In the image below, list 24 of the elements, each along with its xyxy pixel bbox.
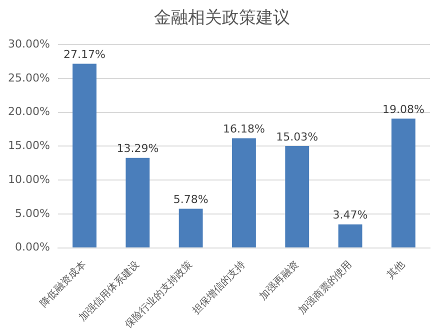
y-tick-label: 10.00% — [8, 172, 50, 186]
data-label: 19.08% — [382, 102, 424, 116]
y-tick-label: 30.00% — [8, 37, 50, 50]
y-tick-label: 0.00% — [14, 240, 50, 254]
x-tick-label: 其他 — [384, 258, 408, 282]
y-tick-label: 25.00% — [8, 71, 50, 84]
bar — [338, 224, 362, 248]
data-label: 3.47% — [332, 208, 368, 222]
data-label: 13.29% — [116, 142, 159, 156]
data-label: 5.78% — [173, 193, 208, 206]
y-tick-label: 15.00% — [8, 139, 50, 152]
data-label: 27.17% — [64, 48, 106, 62]
data-label: 15.03% — [276, 130, 318, 144]
bar — [72, 64, 96, 248]
y-tick-label: 20.00% — [8, 105, 50, 118]
bar — [391, 118, 416, 248]
bar — [232, 138, 256, 248]
bar — [126, 158, 150, 248]
data-label: 16.18% — [222, 122, 265, 136]
chart-title: 金融相关政策建议 — [153, 7, 291, 30]
y-tick-label: 5.00% — [14, 206, 50, 220]
bar — [285, 146, 310, 248]
bar — [178, 208, 203, 248]
x-tick-label: 加强再融资 — [257, 258, 302, 302]
